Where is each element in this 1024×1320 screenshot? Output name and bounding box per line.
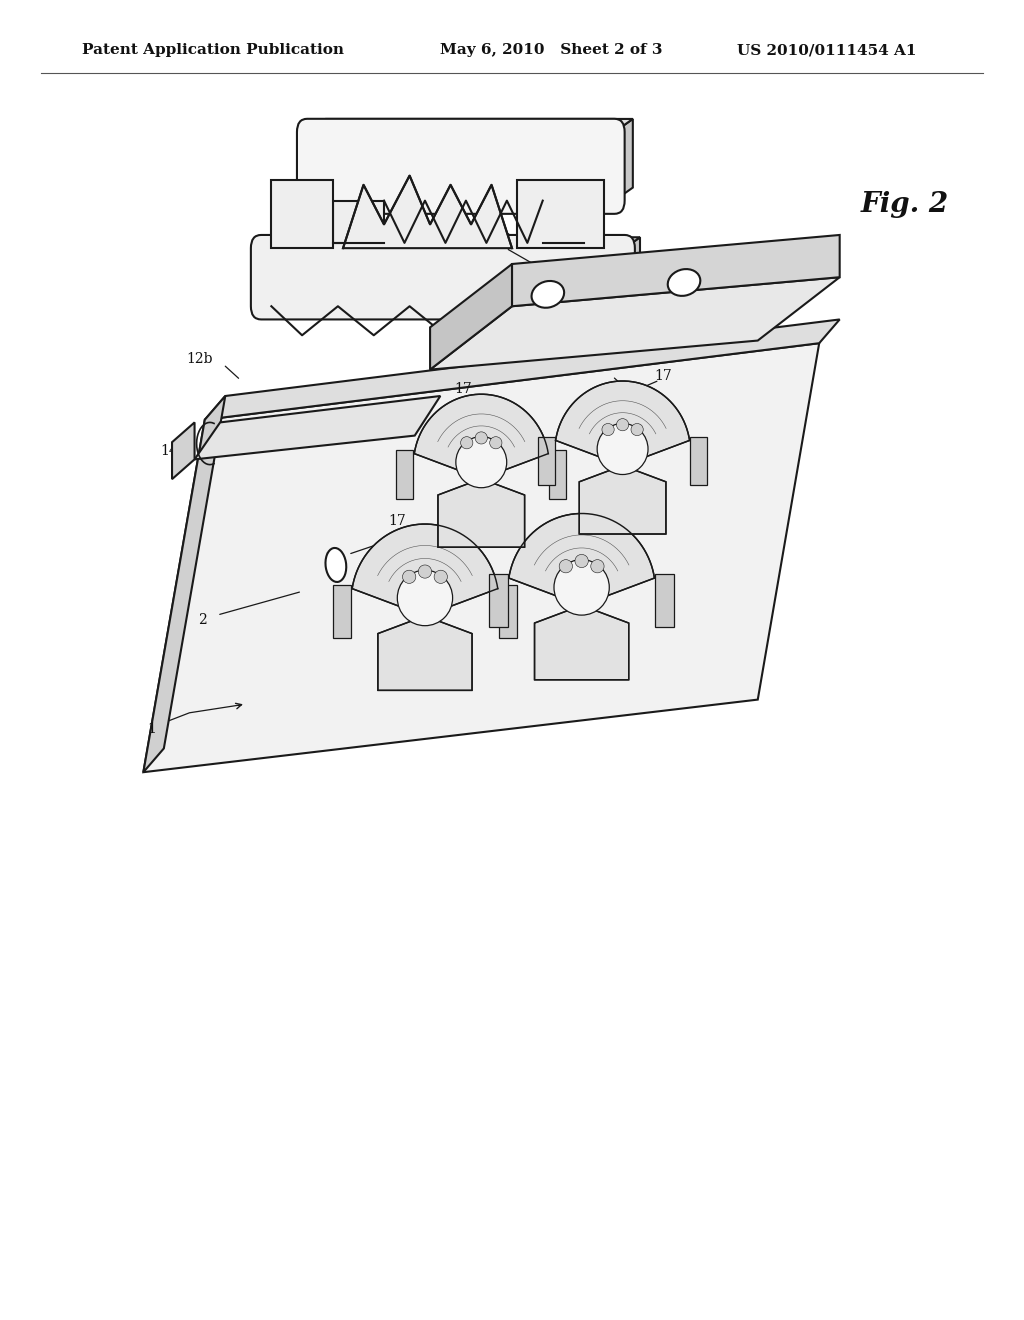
- Ellipse shape: [668, 269, 700, 296]
- Text: 16: 16: [324, 552, 342, 565]
- Text: 16: 16: [605, 581, 624, 594]
- Polygon shape: [499, 585, 517, 638]
- Ellipse shape: [575, 554, 588, 568]
- Ellipse shape: [489, 437, 502, 449]
- Polygon shape: [333, 585, 351, 638]
- Text: 17: 17: [654, 370, 673, 383]
- FancyBboxPatch shape: [251, 235, 635, 319]
- Polygon shape: [556, 381, 689, 535]
- Ellipse shape: [591, 560, 604, 573]
- Text: 12a: 12a: [636, 315, 665, 339]
- Polygon shape: [625, 238, 640, 306]
- Text: 14a: 14a: [299, 290, 326, 304]
- Text: 16: 16: [624, 389, 642, 403]
- Ellipse shape: [461, 437, 473, 449]
- Polygon shape: [271, 180, 333, 248]
- Polygon shape: [538, 437, 555, 486]
- Ellipse shape: [531, 281, 564, 308]
- Text: 17: 17: [454, 383, 472, 396]
- Text: 17: 17: [388, 515, 407, 528]
- Ellipse shape: [326, 548, 346, 582]
- Text: US 2010/0111454 A1: US 2010/0111454 A1: [737, 44, 916, 57]
- Text: 16: 16: [493, 234, 511, 247]
- Text: 1: 1: [147, 722, 156, 735]
- Polygon shape: [430, 264, 512, 370]
- Polygon shape: [195, 396, 440, 459]
- Polygon shape: [143, 396, 225, 772]
- Polygon shape: [205, 319, 840, 420]
- Ellipse shape: [554, 560, 609, 615]
- Ellipse shape: [597, 424, 648, 474]
- Text: May 6, 2010   Sheet 2 of 3: May 6, 2010 Sheet 2 of 3: [440, 44, 663, 57]
- Text: 14b: 14b: [161, 445, 187, 458]
- Text: 2: 2: [199, 614, 207, 627]
- Text: Patent Application Publication: Patent Application Publication: [82, 44, 344, 57]
- Polygon shape: [430, 277, 840, 370]
- Polygon shape: [690, 437, 708, 486]
- Ellipse shape: [397, 570, 453, 626]
- Ellipse shape: [602, 424, 614, 436]
- Ellipse shape: [418, 565, 432, 578]
- Ellipse shape: [434, 570, 447, 583]
- Polygon shape: [543, 201, 584, 243]
- Polygon shape: [512, 235, 840, 306]
- Polygon shape: [261, 238, 640, 248]
- FancyBboxPatch shape: [297, 119, 625, 214]
- Polygon shape: [509, 513, 654, 680]
- Ellipse shape: [402, 570, 416, 583]
- Text: 12b: 12b: [186, 352, 213, 366]
- Polygon shape: [655, 574, 674, 627]
- Ellipse shape: [475, 432, 487, 444]
- Polygon shape: [396, 450, 414, 499]
- Polygon shape: [352, 524, 498, 690]
- Polygon shape: [172, 422, 195, 479]
- Ellipse shape: [559, 560, 572, 573]
- Text: 17: 17: [583, 521, 601, 535]
- Polygon shape: [549, 450, 566, 499]
- Text: Fig. 2: Fig. 2: [860, 191, 948, 218]
- Ellipse shape: [616, 418, 629, 430]
- Polygon shape: [517, 180, 604, 248]
- Polygon shape: [489, 574, 508, 627]
- Polygon shape: [333, 201, 384, 243]
- Polygon shape: [343, 176, 512, 248]
- Ellipse shape: [631, 424, 643, 436]
- Polygon shape: [143, 343, 819, 772]
- Polygon shape: [415, 395, 548, 548]
- Polygon shape: [307, 119, 633, 132]
- Ellipse shape: [456, 437, 507, 487]
- Polygon shape: [614, 119, 633, 201]
